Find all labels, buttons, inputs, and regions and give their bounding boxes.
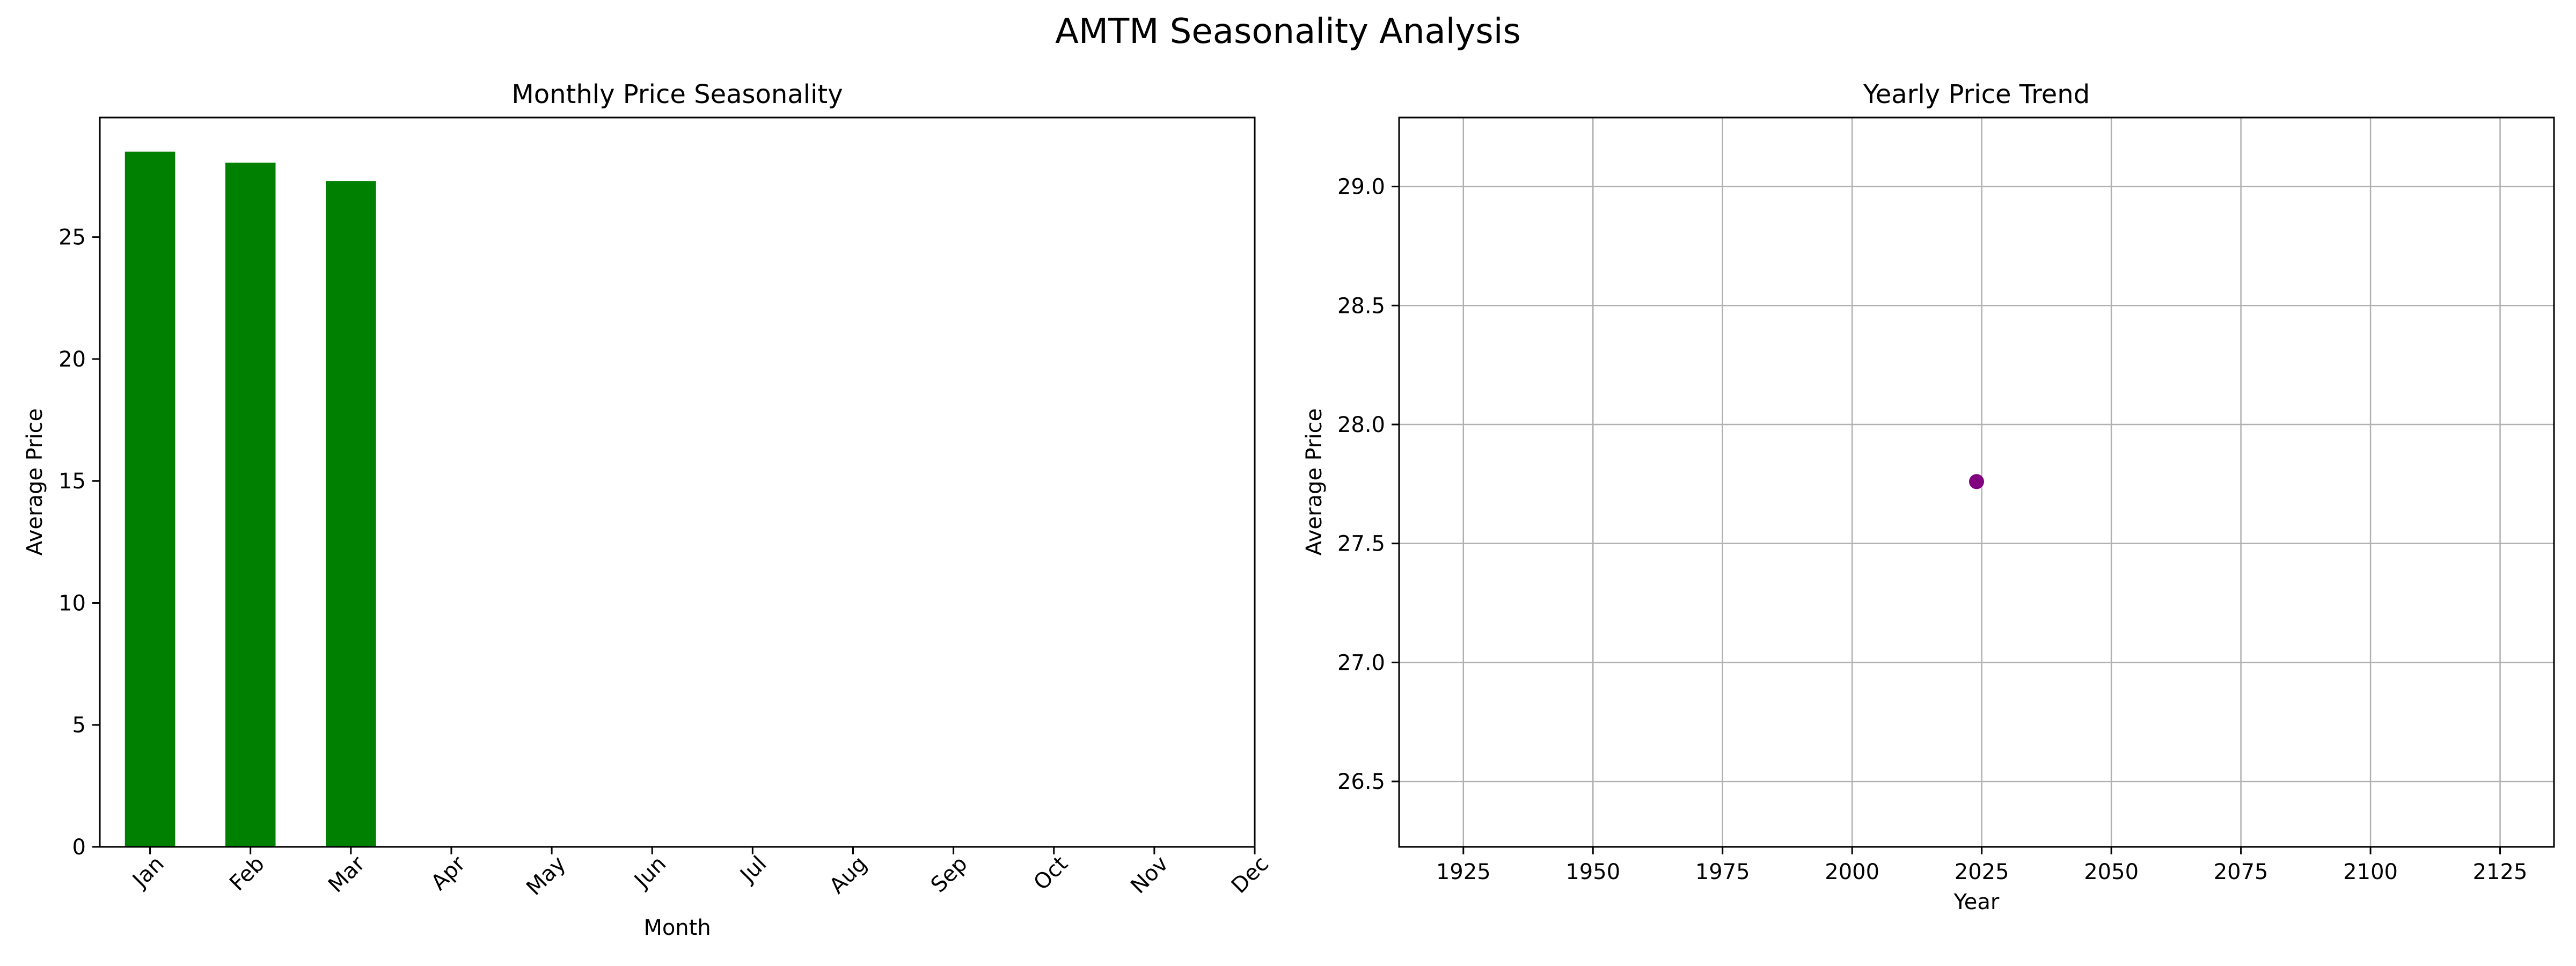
x-tick-label-2100: 2100 [2343,860,2398,884]
monthly-seasonality-chart: Monthly Price Seasonality Jan Feb Mar Apr Ma… [23,79,1274,940]
monthly-chart-y-ticks: 0 5 10 15 20 25 [58,225,100,860]
bar-mar [326,181,376,847]
yearly-chart-y-ticks: 26.5 27.0 27.5 28.0 28.5 29.0 [1337,175,1399,794]
y-tick-label-10: 10 [58,591,86,616]
y-tick-label-28.5: 28.5 [1337,294,1385,318]
point-2024 [1969,474,1984,489]
bar-feb [225,163,276,847]
y-tick-label-0: 0 [72,835,86,860]
y-tick-label-27.5: 27.5 [1337,532,1385,557]
yearly-chart-y-label: Average Price [1302,408,1327,556]
y-tick-label-28.0: 28.0 [1337,413,1385,437]
bar-jan [125,151,175,847]
yearly-chart-points [1969,474,1984,489]
y-tick-label-5: 5 [72,713,86,738]
x-tick-label-2025: 2025 [1955,860,2009,884]
yearly-trend-chart: Yearly Price Trend 1925 1950 1975 2000 2025 2… [1302,79,2555,914]
x-tick-label-2050: 2050 [2084,860,2139,884]
x-tick-label-2000: 2000 [1825,860,1879,884]
yearly-chart-frame [1398,116,2555,848]
y-tick-label-29.0: 29.0 [1337,175,1385,200]
y-tick-label-27.0: 27.0 [1337,650,1385,675]
monthly-chart-title: Monthly Price Seasonality [511,79,843,109]
monthly-chart-y-label: Average Price [23,408,47,556]
yearly-chart-grid [1399,118,2554,847]
y-tick-label-25: 25 [58,225,86,250]
monthly-chart-x-label: Month [643,916,711,940]
yearly-chart-x-label: Year [1953,890,2000,914]
figure-suptitle: AMTM Seasonality Analysis [1055,12,1521,52]
monthly-chart-bars [125,151,376,847]
y-tick-label-20: 20 [58,347,86,372]
x-tick-label-1925: 1925 [1436,860,1491,884]
x-tick-label-1975: 1975 [1695,860,1750,884]
x-tick-label-1950: 1950 [1565,860,1620,884]
yearly-chart-x-ticks: 1925 1950 1975 2000 2025 2050 2075 2100 2125 [1436,847,2528,884]
y-tick-label-15: 15 [58,469,86,494]
y-tick-label-26.5: 26.5 [1337,770,1385,794]
monthly-chart-frame [99,116,1256,848]
yearly-chart-title: Yearly Price Trend [1863,79,2090,109]
x-tick-label-2125: 2125 [2473,860,2528,884]
x-tick-label-2075: 2075 [2214,860,2268,884]
